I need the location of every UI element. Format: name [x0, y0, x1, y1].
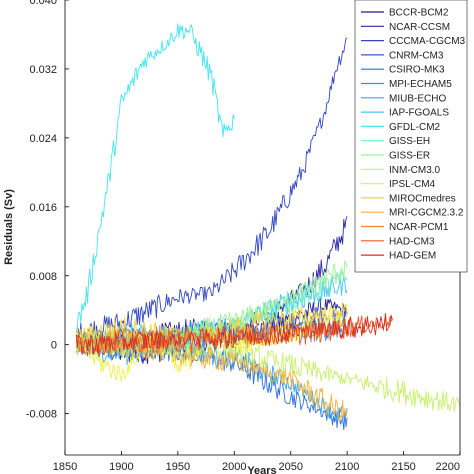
series-line-9 — [75, 23, 235, 338]
y-tick-label: 0 — [51, 340, 57, 352]
legend-label: MIROCmedres — [389, 193, 456, 204]
legend-label: IPSL-CM4 — [389, 179, 436, 190]
legend-label: BCCR-BCM2 — [389, 8, 449, 19]
x-axis-label: Years — [247, 465, 276, 474]
axes-layer: 1850 1900 1950 2000 2050 2100 2150 2200 -0.008 0 0… — [26, 0, 461, 473]
legend-label: CSIRO-MK3 — [389, 65, 445, 76]
legend-label: GFDL-CM2 — [389, 122, 441, 133]
legend-label: CCCMA-CGCM3 — [389, 36, 466, 47]
legend: BCCR-BCM2 NCAR-CCSM CCCMA-CGCM3 CNRM-CM3 CSI… — [354, 0, 468, 273]
x-tick-label: 2000 — [222, 461, 246, 473]
legend-label: GISS-ER — [389, 151, 430, 162]
y-tick-label: 0.016 — [29, 202, 57, 214]
legend-label: IAP-FGOALS — [389, 108, 449, 119]
y-tick-label: 0.032 — [29, 64, 57, 76]
y-axis-label: Residuals (Sv) — [3, 189, 15, 265]
legend-label: MPI-ECHAM5 — [389, 79, 452, 90]
series-line-12 — [75, 337, 461, 412]
series-line-15 — [75, 334, 348, 423]
series-layer — [75, 23, 461, 431]
x-tick-label: 2050 — [278, 461, 302, 473]
y-tick-label: 0.040 — [29, 0, 57, 7]
legend-label: MRI-CGCM2.3.2 — [389, 208, 464, 219]
x-tick-label: 1900 — [109, 461, 133, 473]
legend-label: GISS-EH — [389, 136, 430, 147]
y-tick-label: 0.024 — [29, 133, 57, 145]
x-tick-label: 2150 — [391, 461, 415, 473]
legend-label: HAD-CM3 — [389, 236, 435, 247]
x-tick-label: 1850 — [53, 461, 77, 473]
y-tick-label: 0.008 — [29, 271, 57, 283]
legend-label: NCAR-PCM1 — [389, 222, 449, 233]
y-tick-label: -0.008 — [26, 409, 57, 421]
x-tick-label: 2100 — [335, 461, 359, 473]
legend-label: MIUB-ECHO — [389, 93, 446, 104]
series-line-11 — [75, 260, 348, 357]
series-line-18 — [75, 312, 393, 356]
x-tick-label: 1950 — [166, 461, 190, 473]
legend-label: NCAR-CCSM — [389, 22, 450, 33]
x-tick-label: 2200 — [436, 461, 460, 473]
legend-label: INM-CM3.0 — [389, 165, 441, 176]
legend-label: CNRM-CM3 — [389, 50, 444, 61]
legend-label: HAD-GEM — [389, 251, 436, 262]
